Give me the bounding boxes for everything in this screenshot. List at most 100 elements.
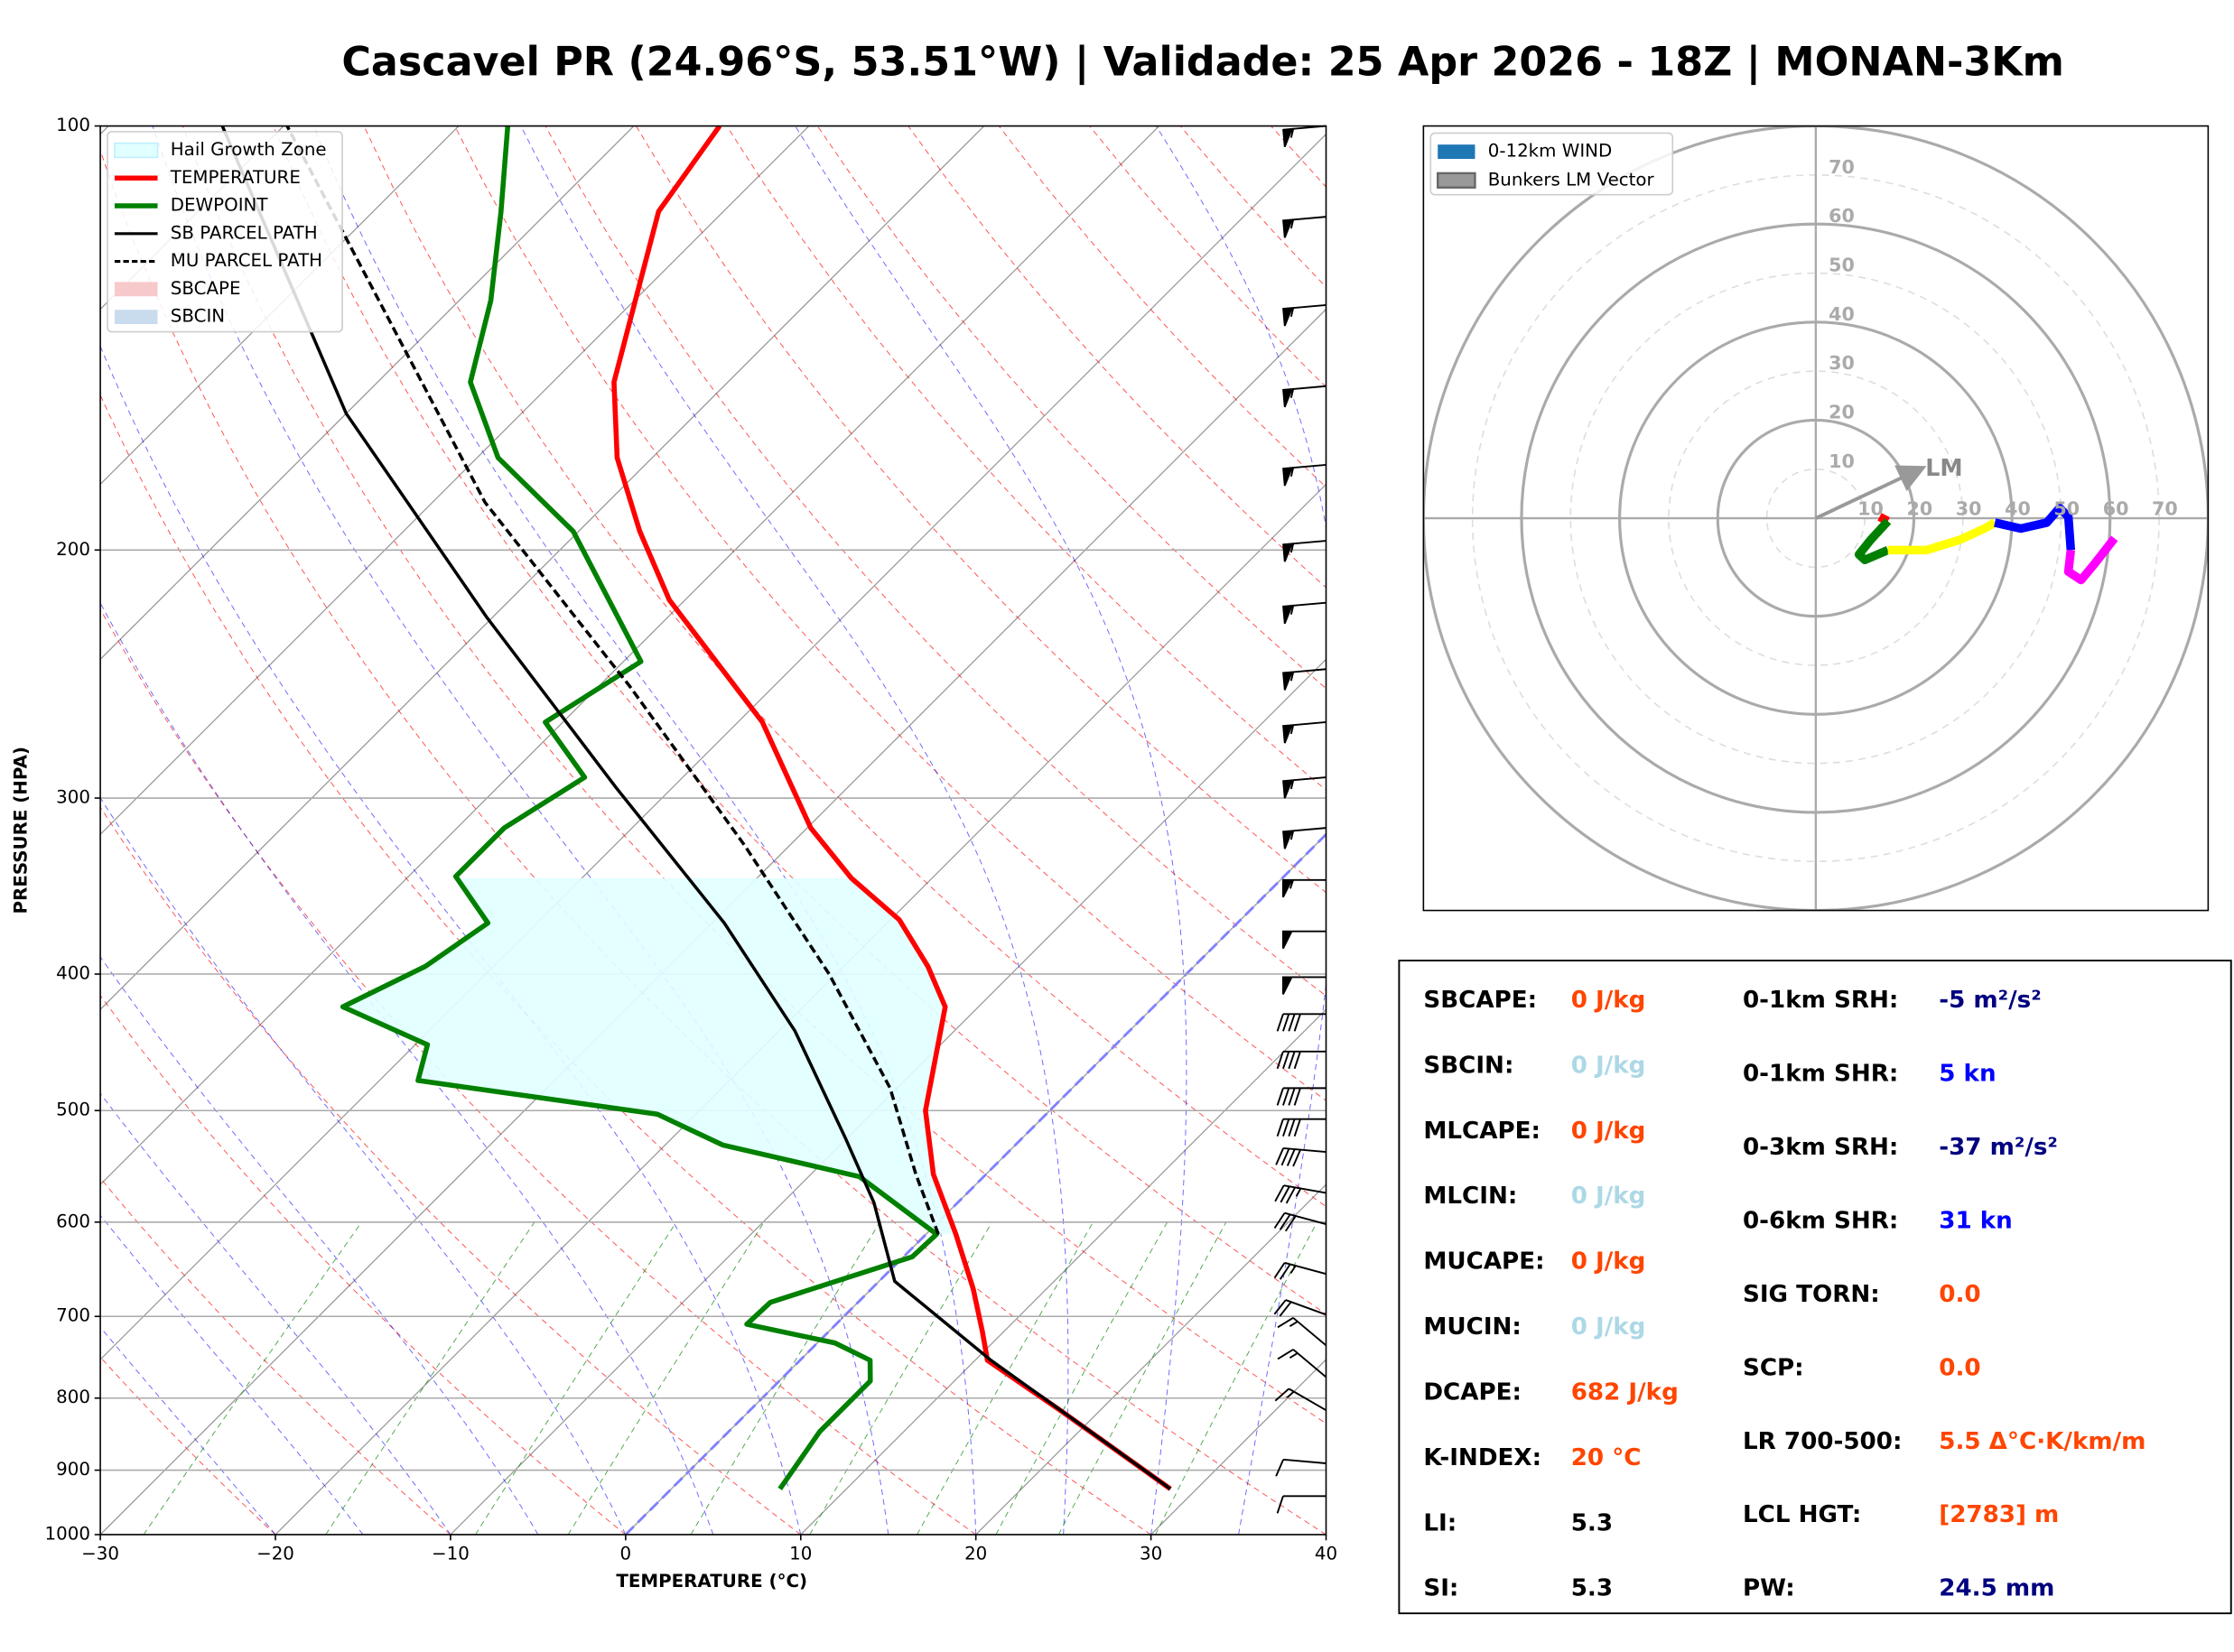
- isotherm: [100, 125, 635, 661]
- wind-barb: [1273, 1261, 1326, 1280]
- isotherm: [100, 125, 1160, 1186]
- param-value: 0 J/kg: [1571, 1052, 1646, 1079]
- wind-barb: [1276, 1013, 1326, 1032]
- param-value: -5 m²/s²: [1939, 987, 2041, 1014]
- wind-barb: [1282, 776, 1326, 799]
- param-value: 0 J/kg: [1571, 1248, 1646, 1276]
- legend-label: SBCIN: [171, 306, 225, 327]
- mixing-ratio-line: [917, 1221, 1094, 1535]
- legend-label: SBCAPE: [171, 278, 241, 299]
- wind-barb: [1277, 1317, 1327, 1347]
- y-tick-label: 100: [56, 115, 90, 135]
- isotherm: [100, 125, 985, 1011]
- wind-barb: [1273, 1299, 1326, 1317]
- y-tick-label: 900: [56, 1459, 90, 1480]
- param-value: 0.0: [1939, 1354, 1980, 1381]
- param-value: 682 J/kg: [1571, 1378, 1679, 1406]
- param-value: 0 J/kg: [1571, 987, 1646, 1014]
- ring-label: 30: [1956, 498, 1982, 520]
- dry-adiabat: [635, 125, 1326, 894]
- wind-barb: [1282, 216, 1326, 238]
- legend-swatch: [114, 142, 159, 159]
- wind-barb: [1282, 540, 1326, 562]
- wind-barb: [1276, 1087, 1326, 1106]
- param-value: 5.3: [1571, 1509, 1613, 1536]
- param-label: MUCAPE:: [1423, 1248, 1544, 1276]
- wind-barb: [1276, 1118, 1326, 1137]
- wind-barb: [1282, 303, 1326, 327]
- dry-adiabat: [273, 125, 1326, 1315]
- hodograph-segment: [1854, 518, 1892, 564]
- y-tick-label: 400: [56, 963, 90, 984]
- wind-barb: [1282, 878, 1326, 898]
- hodograph-frame: [1422, 125, 2210, 912]
- param-value: 0 J/kg: [1571, 1313, 1646, 1341]
- ring-label: 10: [1829, 450, 1855, 472]
- legend-label: MU PARCEL PATH: [171, 250, 322, 271]
- param-value: 24.5 mm: [1939, 1575, 2054, 1602]
- profiles: [220, 125, 1172, 1491]
- y-tick-label: 1000: [45, 1523, 90, 1544]
- isotherm: [100, 308, 1326, 1535]
- moist-adiabat: [1155, 125, 1326, 1535]
- ring-label: 60: [1829, 205, 1855, 227]
- param-label: PW:: [1743, 1575, 1795, 1602]
- ring-label: 50: [2053, 498, 2080, 520]
- param-value: 0 J/kg: [1571, 1118, 1646, 1145]
- isotherm: [100, 125, 810, 836]
- lm-vector: [1815, 465, 1927, 520]
- param-label: SBCIN:: [1423, 1052, 1513, 1079]
- isotherm: [275, 483, 1326, 1535]
- legend-label: Bunkers LM Vector: [1488, 169, 1655, 190]
- param-value: 20 °C: [1571, 1444, 1642, 1471]
- wind-barb: [1277, 1349, 1327, 1378]
- param-label: 0-1km SRH:: [1743, 987, 1898, 1014]
- legend-swatch: [1437, 172, 1476, 189]
- wind-barb: [1282, 125, 1326, 148]
- y-tick-label: 700: [56, 1305, 90, 1326]
- profile-line: [285, 125, 940, 1235]
- wind-barb: [1282, 930, 1326, 950]
- legend-swatch: [114, 282, 158, 297]
- param-label: SCP:: [1743, 1354, 1804, 1381]
- legend-swatch: [1438, 144, 1475, 160]
- legend-label: TEMPERATURE: [170, 167, 301, 188]
- ring-label: 60: [2103, 498, 2129, 520]
- isotherm: [100, 133, 1326, 1360]
- wind-barb: [1282, 976, 1326, 995]
- wind-barb: [1275, 1458, 1326, 1477]
- param-label: SIG TORN:: [1743, 1281, 1880, 1308]
- ring-label: 10: [1857, 498, 1884, 520]
- dry-adiabat: [100, 608, 976, 1535]
- dry-adiabat: [100, 394, 1151, 1535]
- dry-adiabat: [726, 125, 1326, 791]
- param-label: SBCAPE:: [1423, 987, 1537, 1014]
- param-value: 5.5 Δ°C·K/km/m: [1939, 1428, 2146, 1455]
- param-label: LCL HGT:: [1743, 1501, 1861, 1528]
- x-tick-label: 30: [1140, 1544, 1162, 1564]
- hodograph-segment: [1887, 518, 1997, 555]
- wind-barb: [1273, 1211, 1326, 1232]
- param-value: [2783] m: [1939, 1501, 2059, 1528]
- param-label: 0-6km SHR:: [1743, 1207, 1898, 1234]
- moist-adiabat: [795, 125, 1187, 1535]
- wind-barb: [1274, 1184, 1326, 1204]
- y-tick-label: 200: [56, 539, 90, 560]
- isotherm: [450, 658, 1326, 1535]
- plot-frame: [99, 125, 1327, 1536]
- x-tick-label: 10: [789, 1544, 812, 1564]
- legend-label: Hail Growth Zone: [171, 139, 327, 160]
- lm-label: LM: [1925, 454, 1962, 481]
- x-tick-label: −20: [256, 1544, 294, 1564]
- ring-label: 40: [2005, 498, 2031, 520]
- param-label: SI:: [1423, 1575, 1458, 1602]
- dry-adiabat: [100, 994, 627, 1535]
- y-tick-label: 300: [56, 787, 90, 808]
- hodograph-chart: 10 10 20 20 30 30 40 40 50 50 60 60 70 70 LM 0-12km WIN…: [1422, 125, 2210, 912]
- wind-barb: [1282, 721, 1326, 744]
- hail-growth-zone: [342, 877, 956, 1235]
- dry-adiabat: [363, 125, 1326, 1208]
- mixing-ratio-line: [143, 1221, 362, 1535]
- param-label: MUCIN:: [1423, 1313, 1522, 1341]
